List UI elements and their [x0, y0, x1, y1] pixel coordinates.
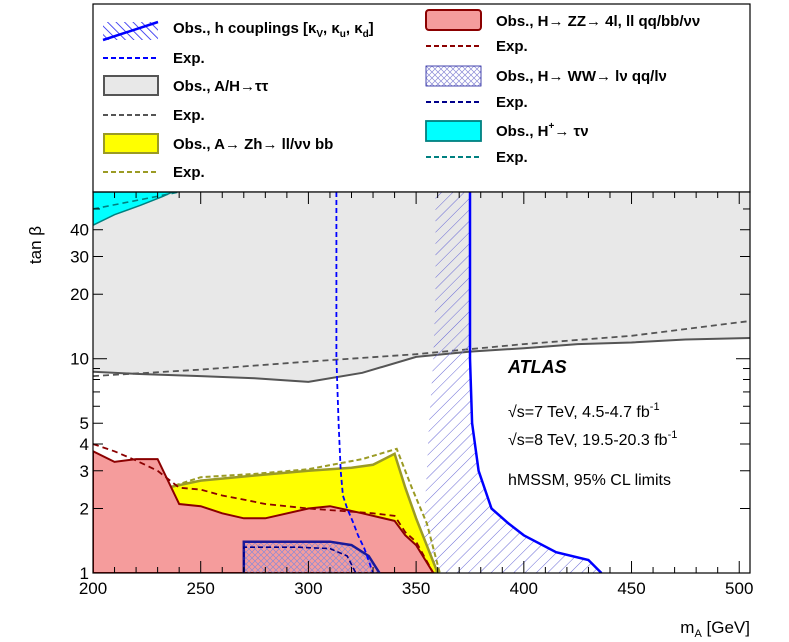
hplus-expected-line: [93, 192, 180, 210]
legend-entry-zz-exp: Exp.: [426, 38, 528, 55]
legend-entry-zh: Obs., A→ Zh→ ll/νν bb: [103, 133, 333, 154]
x-tick-label: 300: [294, 579, 322, 598]
legend-entry-ww-exp: Exp.: [426, 94, 528, 111]
svg-text:Exp.: Exp.: [496, 38, 528, 55]
x-tick-label: 500: [725, 579, 753, 598]
axis-tick-labels: 200 250 300 350 400 450 500 1 2 3 4 5 10 20 30 40: [70, 221, 753, 598]
svg-text:Exp.: Exp.: [496, 149, 528, 166]
tautau-expected-line: [93, 320, 750, 377]
atlas-label: ATLAS: [507, 357, 567, 377]
legend-entry-zz: Obs., H→ ZZ→ 4l, ll qq/bb/νν: [425, 9, 700, 31]
hcoup-expected-line: [335, 192, 374, 573]
legend-entry-hcoup-exp: Exp.: [103, 50, 205, 67]
legend-entry-hcoup: Obs., h couplings [κV, κu, κd]: [102, 20, 374, 42]
legend-entry-tautau-exp: Exp.: [103, 107, 205, 124]
y-tick-label: 2: [80, 499, 89, 518]
x-tick-label: 250: [187, 579, 215, 598]
y-tick-label: 40: [70, 221, 89, 240]
svg-text:Obs., A/H→ττ: Obs., A/H→ττ: [173, 78, 269, 95]
y-tick-label: 30: [70, 248, 89, 267]
energy-line-1: √s=7 TeV, 4.5-4.7 fb-1: [508, 401, 660, 421]
x-axis-label: mA [GeV]: [680, 618, 750, 640]
tautau-excluded-region: [93, 192, 750, 382]
svg-text:Obs., H→ WW→ lν qq/lν: Obs., H→ WW→ lν qq/lν: [496, 68, 667, 85]
hcoup-observed-line: [468, 192, 603, 573]
svg-text:Exp.: Exp.: [173, 107, 205, 124]
y-tick-label: 1: [80, 564, 89, 583]
x-tick-label: 200: [79, 579, 107, 598]
zz-expected-line: [93, 443, 435, 573]
legend-entry-ww: Obs., H→ WW→ lν qq/lν: [425, 65, 667, 87]
legend-entry-tautau: Obs., A/H→ττ: [103, 75, 269, 96]
energy-line-2: √s=8 TeV, 19.5-20.3 fb-1: [508, 429, 677, 449]
legend-entry-hplus: Obs., H+→ τν: [425, 120, 589, 142]
y-tick-label: 4: [80, 435, 89, 454]
x-tick-label: 450: [617, 579, 645, 598]
svg-text:Exp.: Exp.: [496, 94, 528, 111]
legend-box: [92, 3, 751, 193]
y-tick-label: 10: [70, 350, 89, 369]
model-line: hMSSM, 95% CL limits: [508, 472, 671, 489]
svg-text:Exp.: Exp.: [173, 164, 205, 181]
ww-excluded-region: [422, 192, 602, 573]
svg-text:Obs., H+→ τν: Obs., H+→ τν: [496, 121, 589, 140]
y-tick-label: 3: [80, 462, 89, 481]
hplus-excluded-region: [93, 192, 174, 227]
plot-frame: [92, 191, 751, 574]
svg-text:Obs., h couplings [κV, κu, κd]: Obs., h couplings [κV, κu, κd]: [173, 20, 374, 40]
svg-text:Obs., H→ ZZ→ 4l, ll qq/bb/νν: Obs., H→ ZZ→ 4l, ll qq/bb/νν: [496, 13, 700, 30]
legend-entry-hplus-exp: Exp.: [426, 149, 528, 166]
tautau-observed-line: [93, 337, 750, 383]
x-tick-label: 350: [402, 579, 430, 598]
plot-area: [93, 192, 750, 573]
axis-ticks: [92, 191, 750, 574]
x-tick-label: 400: [510, 579, 538, 598]
svg-text:Exp.: Exp.: [173, 50, 205, 67]
svg-text:Obs., A→ Zh→ ll/νν bb: Obs., A→ Zh→ ll/νν bb: [173, 136, 333, 153]
y-tick-label: 20: [70, 285, 89, 304]
y-axis-label: tan β: [26, 226, 45, 264]
legend-entry-zh-exp: Exp.: [103, 164, 205, 181]
y-tick-label: 5: [80, 414, 89, 433]
